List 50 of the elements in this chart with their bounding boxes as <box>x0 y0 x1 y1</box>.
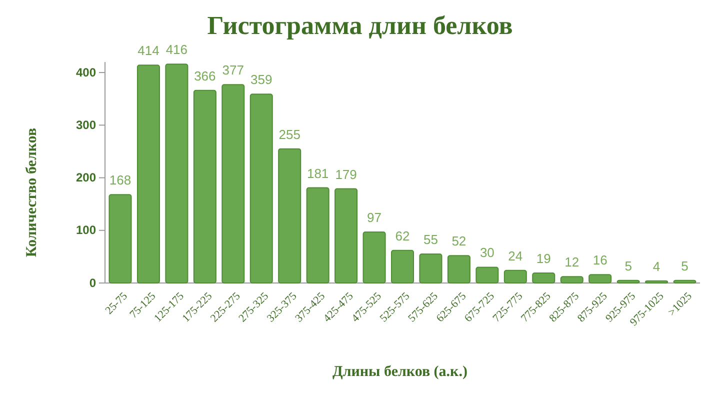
bar <box>222 84 245 284</box>
bar <box>419 254 442 284</box>
bar <box>362 231 386 284</box>
data-label: 97 <box>367 210 382 225</box>
data-label: 414 <box>138 43 160 58</box>
y-tick-label: 200 <box>76 170 96 185</box>
bar <box>476 266 499 284</box>
bar <box>306 187 330 284</box>
data-label: 30 <box>480 245 494 260</box>
data-label: 181 <box>306 166 329 181</box>
data-label: 366 <box>194 68 216 84</box>
bar <box>673 280 696 284</box>
data-label: 359 <box>250 72 272 88</box>
chart-title: Гистограмма длин белков <box>207 11 513 40</box>
data-label: 12 <box>564 254 580 270</box>
bar <box>193 90 216 284</box>
bar <box>447 255 470 284</box>
data-label: 24 <box>508 248 523 264</box>
data-label: 5 <box>624 258 632 274</box>
bar <box>616 280 640 284</box>
y-tick-label: 0 <box>89 276 96 290</box>
bar <box>250 94 273 284</box>
y-tick-label: 400 <box>76 65 96 80</box>
y-axis-title: Количество белков <box>24 128 40 258</box>
data-label: 62 <box>395 228 410 244</box>
bar <box>278 148 302 284</box>
bar <box>390 250 414 284</box>
data-label: 255 <box>278 126 300 142</box>
y-tick-label: 100 <box>76 223 96 238</box>
data-label: 4 <box>652 258 660 274</box>
bar <box>504 270 527 284</box>
data-label: 16 <box>592 252 608 268</box>
bar <box>136 64 160 284</box>
bar <box>108 194 132 284</box>
y-tick-label: 300 <box>76 118 96 132</box>
data-label: 416 <box>166 42 188 58</box>
data-label: 377 <box>222 62 244 78</box>
bar <box>645 280 668 284</box>
data-label: 168 <box>109 172 132 188</box>
data-label: 179 <box>335 166 357 182</box>
bar <box>334 188 358 284</box>
bar <box>532 272 556 284</box>
bar <box>588 274 612 284</box>
data-label: 19 <box>536 251 551 266</box>
bar <box>165 64 188 284</box>
bar <box>560 276 584 284</box>
data-label: 55 <box>423 232 438 248</box>
data-label: 5 <box>681 258 688 274</box>
x-axis-title: Длины белков (а.к.) <box>332 364 468 380</box>
data-label: 52 <box>452 234 466 249</box>
